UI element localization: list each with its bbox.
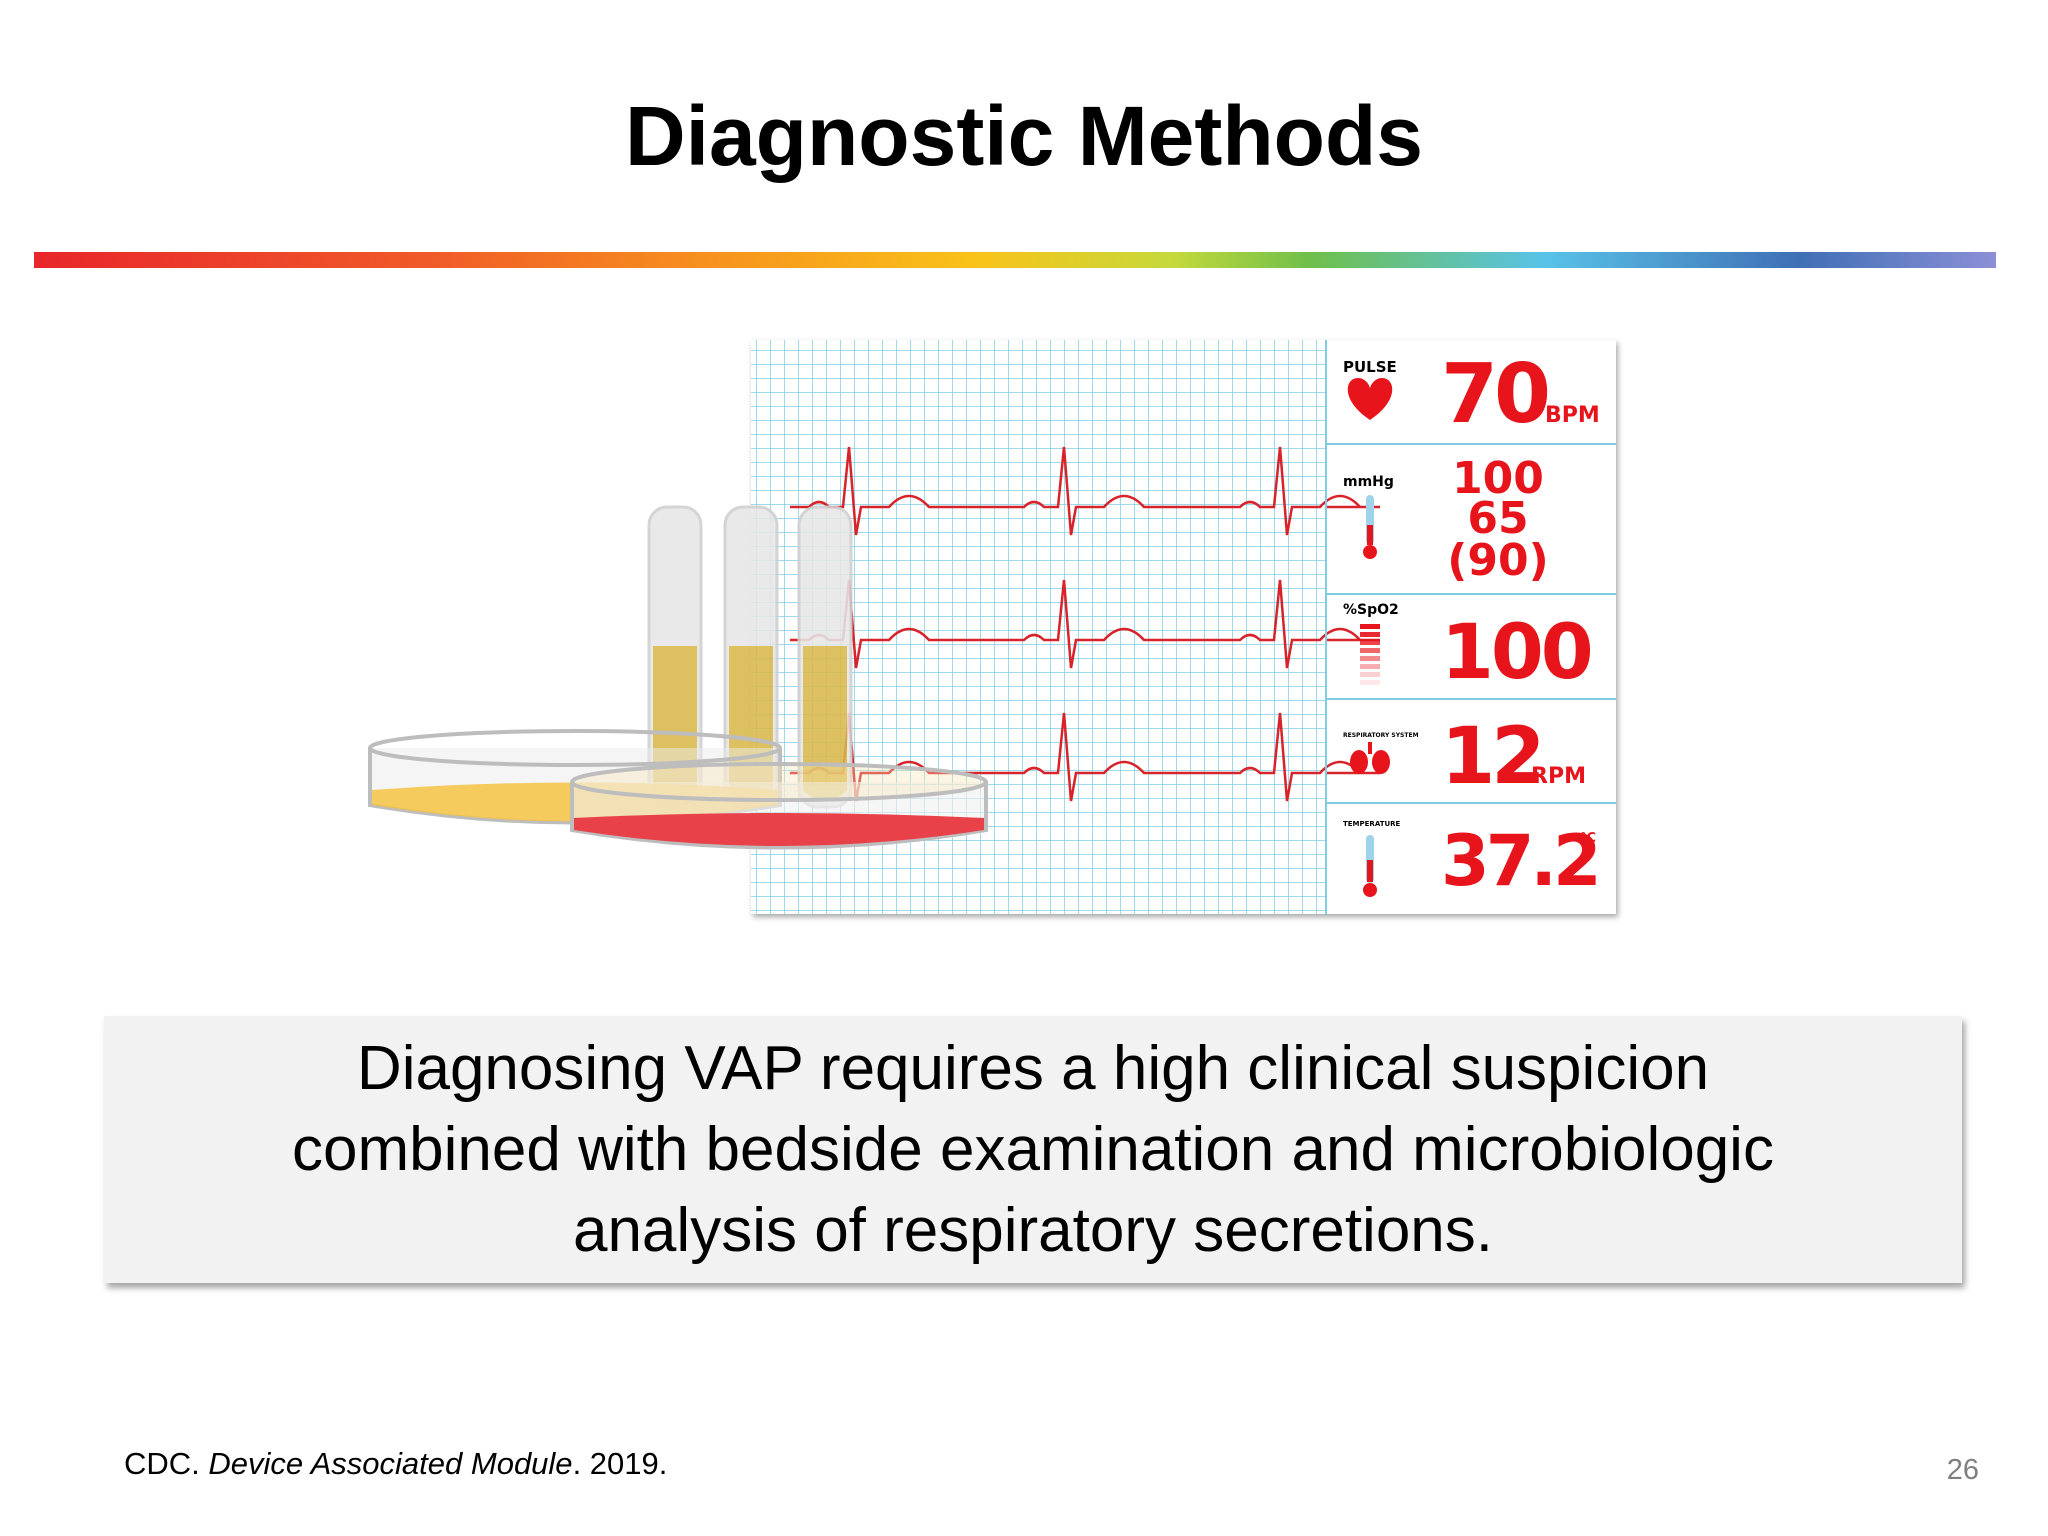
- page-number: 26: [1946, 1454, 1979, 1486]
- callout-line: Diagnosing VAP requires a high clinical …: [356, 1034, 1710, 1103]
- monitor-value: 100: [1441, 607, 1591, 696]
- citation: CDC. Device Associated Module. 2019.: [124, 1446, 667, 1482]
- ecg-trace: [790, 712, 1380, 802]
- callout-line: combined with bedside examination and mi…: [292, 1115, 1774, 1184]
- gauge-icon: [1360, 624, 1380, 685]
- monitor-value: 12: [1441, 712, 1542, 802]
- citation-work: Device Associated Module: [208, 1446, 573, 1481]
- panel-dividers: [1325, 340, 1616, 914]
- monitor-label: %SpO2: [1343, 602, 1399, 618]
- monitor-label: RESPIRATORY SYSTEM: [1343, 732, 1419, 739]
- ecg-trace: [790, 579, 1380, 669]
- ecg-trace: [790, 446, 1380, 536]
- callout-line: analysis of respiratory secretions.: [572, 1196, 1494, 1265]
- callout-box: Diagnosing VAP requires a high clinical …: [104, 1016, 1962, 1283]
- slide-title: Diagnostic Methods: [624, 89, 1424, 183]
- monitor-value: 65: [1467, 493, 1528, 544]
- monitor-value: 70: [1441, 347, 1548, 442]
- rainbow-bar: [34, 252, 1996, 268]
- monitor-value: 37.2: [1441, 820, 1598, 902]
- illustration: PULSE mmHg %SpO2 RESPIRATORY SYSTEM TEMP…: [368, 340, 1616, 914]
- ecg-traces: [790, 446, 1380, 802]
- monitor-unit: BPM: [1545, 403, 1600, 428]
- monitor-label: PULSE: [1343, 358, 1397, 376]
- thermometer-icon: [1363, 495, 1377, 559]
- monitor-unit: °C: [1580, 831, 1596, 846]
- monitor-label: mmHg: [1343, 474, 1394, 490]
- monitor-value: (90): [1447, 535, 1548, 586]
- heart-icon: [1347, 378, 1393, 420]
- lungs-icon: [1350, 742, 1390, 774]
- thermometer-icon: [1363, 835, 1377, 897]
- citation-year: . 2019.: [572, 1446, 668, 1481]
- monitor-unit: RPM: [1531, 764, 1586, 789]
- citation-author: CDC.: [124, 1446, 200, 1481]
- monitor-value: 100: [1452, 453, 1544, 504]
- petri-dish: [570, 762, 988, 850]
- monitor-label: TEMPERATURE: [1343, 820, 1401, 828]
